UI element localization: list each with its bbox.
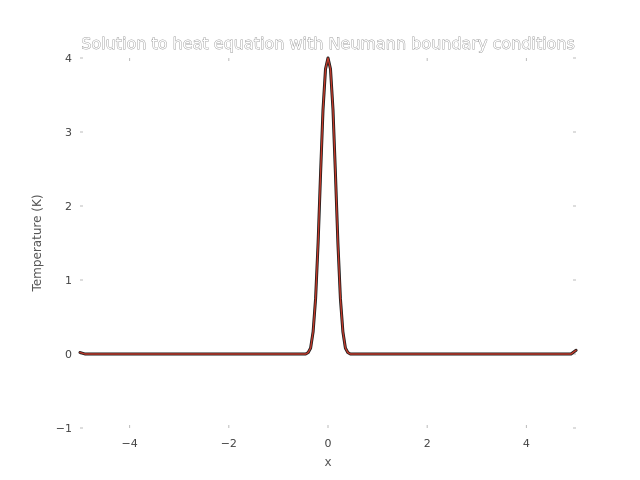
y-tick-label: 2 (65, 200, 72, 213)
x-tick-label: −2 (221, 437, 237, 450)
y-tick-label: 3 (65, 126, 72, 139)
series-layer (78, 56, 578, 356)
x-axis-ticks: −4 −2 0 2 4 (121, 58, 530, 450)
x-tick-label: −4 (121, 437, 137, 450)
y-tick-label: 1 (65, 274, 72, 287)
y-tick-label: 0 (65, 348, 72, 361)
y-tick-label: −1 (56, 422, 72, 435)
x-axis-label: x (324, 455, 331, 469)
chart-title: Solution to heat equation with Neumann b… (81, 34, 575, 53)
y-tick-label: 4 (65, 52, 72, 65)
series-line (79, 57, 577, 355)
y-axis-ticks: −1 0 1 2 3 4 (56, 52, 576, 435)
y-axis-label: Temperature (K) (30, 194, 44, 292)
x-tick-label: 0 (325, 437, 332, 450)
x-tick-label: 2 (424, 437, 431, 450)
x-tick-label: 4 (523, 437, 530, 450)
plot-area: −4 −2 0 2 4 −1 0 1 2 3 4 (56, 52, 578, 450)
